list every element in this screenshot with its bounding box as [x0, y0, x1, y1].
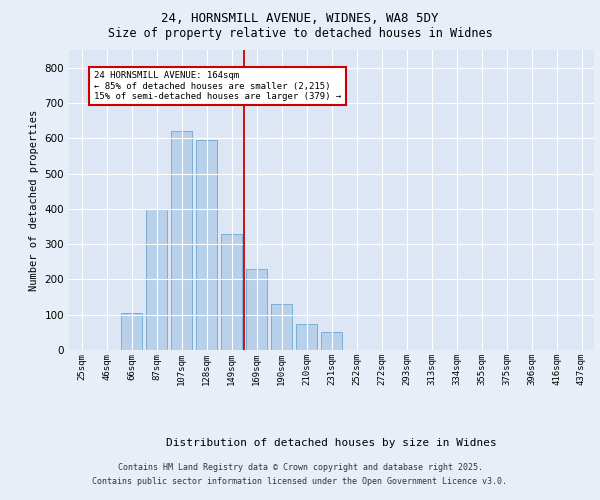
Bar: [146, 209, 167, 350]
Bar: [271, 304, 292, 350]
Bar: [321, 332, 342, 350]
X-axis label: Distribution of detached houses by size in Widnes: Distribution of detached houses by size …: [166, 438, 497, 448]
Bar: [121, 313, 142, 350]
Bar: [246, 269, 267, 350]
Text: Size of property relative to detached houses in Widnes: Size of property relative to detached ho…: [107, 28, 493, 40]
Text: Contains HM Land Registry data © Crown copyright and database right 2025.: Contains HM Land Registry data © Crown c…: [118, 464, 482, 472]
Text: 24, HORNSMILL AVENUE, WIDNES, WA8 5DY: 24, HORNSMILL AVENUE, WIDNES, WA8 5DY: [161, 12, 439, 26]
Bar: [296, 324, 317, 350]
Y-axis label: Number of detached properties: Number of detached properties: [29, 110, 39, 290]
Text: 24 HORNSMILL AVENUE: 164sqm
← 85% of detached houses are smaller (2,215)
15% of : 24 HORNSMILL AVENUE: 164sqm ← 85% of det…: [94, 71, 341, 101]
Bar: [196, 140, 217, 350]
Bar: [171, 131, 192, 350]
Bar: [221, 234, 242, 350]
Text: Contains public sector information licensed under the Open Government Licence v3: Contains public sector information licen…: [92, 477, 508, 486]
